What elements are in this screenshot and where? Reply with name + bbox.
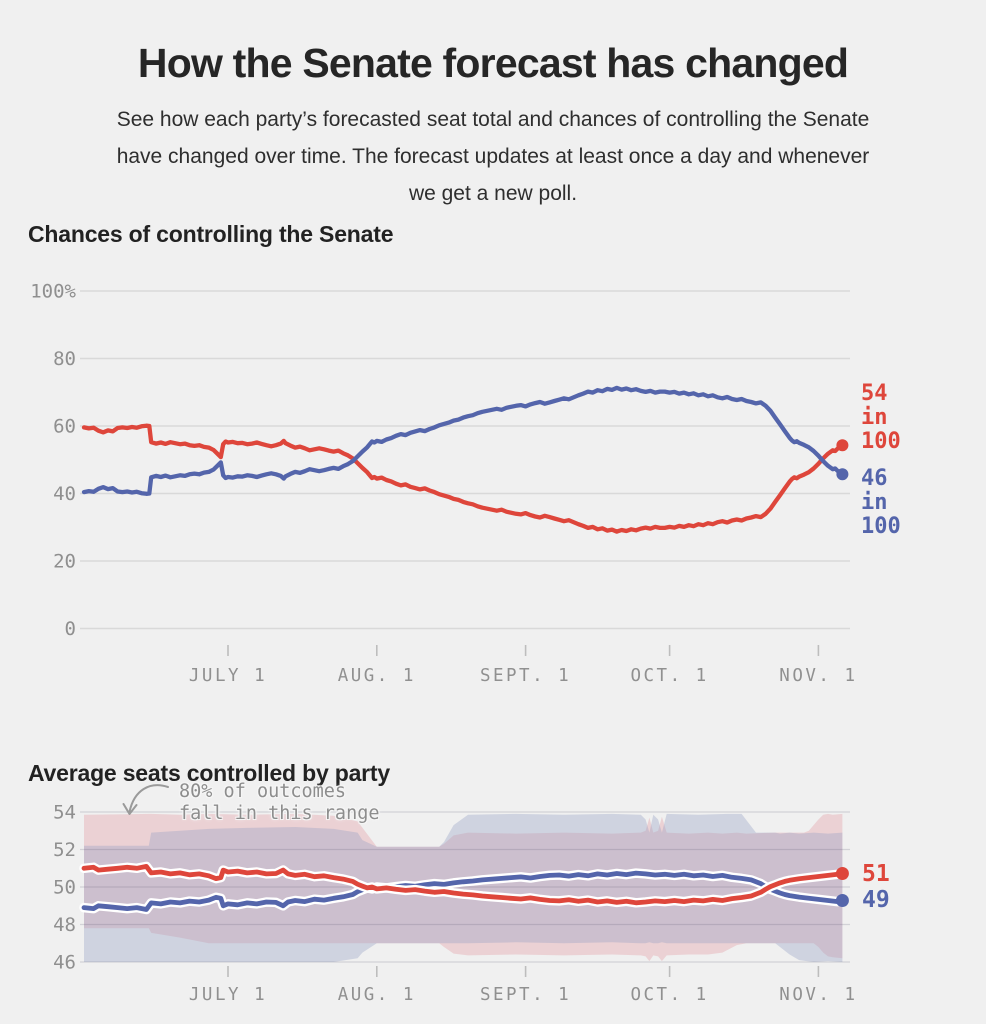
- x-axis-tick-label: AUG. 1: [338, 666, 416, 686]
- x-axis-tick-label: OCT. 1: [630, 985, 708, 1005]
- rep-chances-end-label: 54 in 100: [861, 381, 901, 454]
- band-range-annotation: 80% of outcomes fall in this range: [179, 781, 379, 824]
- dem-seats-end-label: 49: [862, 887, 890, 913]
- annotation-arrow-icon: [122, 784, 169, 815]
- dem-seats-endpoint-dot: [835, 894, 849, 907]
- y-axis-tick-label: 52: [53, 839, 76, 861]
- annotation-line: 80% of outcomes: [179, 781, 347, 802]
- subtitle-line: have changed over time. The forecast upd…: [116, 145, 870, 168]
- rep-80pct-band: [84, 813, 843, 962]
- y-axis-tick-label: 46: [53, 952, 76, 974]
- x-axis-tick-label: JULY 1: [189, 985, 267, 1005]
- x-axis-tick-label: OCT. 1: [630, 666, 708, 686]
- subtitle-line: See how each party’s forecasted seat tot…: [116, 108, 870, 131]
- dem-80pct-band: [84, 813, 843, 962]
- x-axis-tick-label: NOV. 1: [779, 985, 857, 1005]
- x-axis-tick-label: JULY 1: [189, 666, 267, 686]
- y-axis-tick-label: 60: [53, 416, 76, 438]
- subtitle-line: we get a new poll.: [408, 182, 578, 205]
- rep-seats-line: [81, 864, 845, 906]
- y-axis-tick-label: 50: [53, 877, 76, 899]
- y-axis-tick-label: 40: [53, 483, 76, 505]
- dem-chances-end-label: 46 in 100: [861, 466, 901, 539]
- y-axis-tick-label: 48: [53, 914, 76, 936]
- x-axis-tick-label: NOV. 1: [779, 666, 857, 686]
- seats-chart-title: Average seats controlled by party: [28, 760, 390, 786]
- rep-chances-line: [81, 423, 845, 534]
- dem-seats-line: [81, 870, 845, 912]
- annotation-line: fall in this range: [179, 802, 380, 824]
- rep-chances-endpoint-dot: [836, 439, 849, 452]
- dem-chances-line: [81, 385, 845, 496]
- dem-chances-endpoint-dot: [836, 468, 849, 481]
- y-axis-tick-label: 100%: [30, 281, 76, 303]
- y-axis-tick-label: 0: [65, 618, 76, 640]
- page-subtitle: See how each party’s forecasted seat tot…: [43, 101, 943, 212]
- x-axis-tick-label: SEPT. 1: [480, 985, 571, 1005]
- chances-chart: 100% 80 60 40 20 0 JULY 1 AUG. 1 SEPT. 1 OCT. 1 NO…: [30, 281, 901, 687]
- seats-chart: 54 52 50 48 46 JULY 1 AUG. 1 SEPT. 1 OCT. 1 NOV. …: [53, 802, 890, 1006]
- x-axis-tick-label: AUG. 1: [338, 985, 416, 1005]
- rep-seats-endpoint-dot: [835, 867, 849, 880]
- rep-seats-end-label: 51: [862, 861, 890, 887]
- x-axis-tick-label: SEPT. 1: [480, 666, 571, 686]
- y-axis-tick-label: 20: [53, 551, 76, 573]
- chances-chart-title: Chances of controlling the Senate: [28, 221, 394, 247]
- y-axis-tick-label: 54: [53, 802, 76, 824]
- y-axis-tick-label: 80: [53, 348, 76, 370]
- page-title: How the Senate forecast has changed: [137, 40, 849, 86]
